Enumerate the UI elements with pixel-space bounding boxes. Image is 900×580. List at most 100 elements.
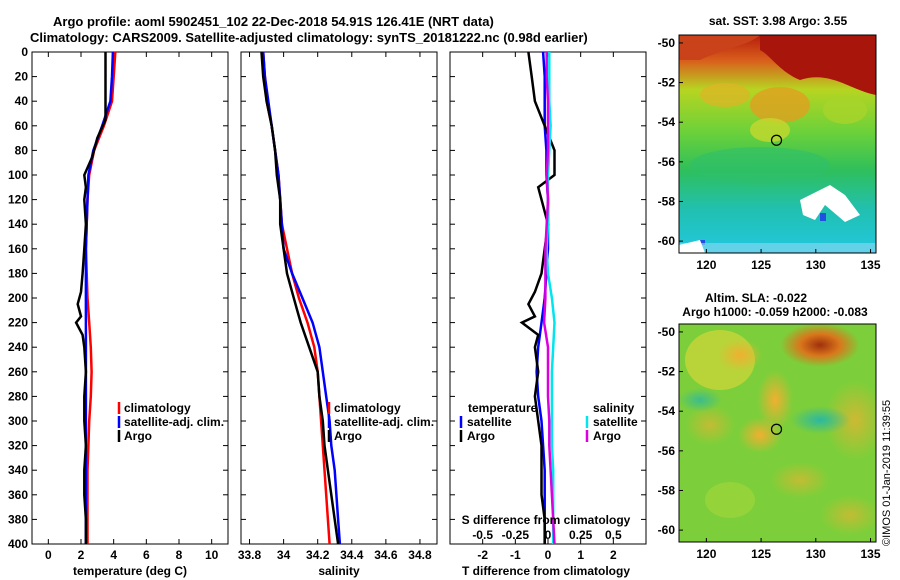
- difference-top-ticks: -0.5 -0.25 0 0.25 0.5: [472, 52, 622, 542]
- depth-tick-label: 40: [15, 94, 29, 108]
- map-x-tick-label: 130: [806, 258, 826, 272]
- sst-map-title: sat. SST: 3.98 Argo: 3.55: [709, 14, 848, 28]
- salinity-xlabel: salinity: [318, 564, 360, 578]
- map-y-tick-label: -52: [658, 76, 676, 90]
- series-line-argo: [74, 52, 107, 544]
- depth-tick-label: 0: [21, 45, 28, 59]
- map-y-tick-label: -58: [658, 483, 676, 497]
- x-tick-label: 34.2: [306, 548, 330, 562]
- series-line-climatology: [84, 51, 117, 544]
- x-tick-label: 2: [610, 548, 617, 562]
- temperature-legend-argo: Argo: [124, 429, 152, 443]
- x-tick-label: -1: [510, 548, 521, 562]
- x-tick-label: 0: [545, 548, 552, 562]
- depth-tick-label: 360: [8, 488, 28, 502]
- salinity-panel: 33.8 34 34.2 34.4 34.6 34.8 salinity climatol…: [238, 51, 438, 578]
- depth-tick-label: 140: [8, 217, 28, 231]
- depth-tick-label: 220: [8, 316, 28, 330]
- sst-argo-marker: [770, 134, 783, 146]
- salinity-depth-ticks: [241, 51, 437, 545]
- map-x-tick-label: 130: [806, 547, 826, 561]
- x-tick-label: 33.8: [238, 548, 262, 562]
- depth-tick-label: 180: [8, 266, 28, 280]
- sst-map-x-ticks: 120 125 130 135: [696, 249, 881, 272]
- imos-stamp: ©IMOS 01-Jan-2019 11:39:55: [881, 400, 893, 546]
- temperature-panel: 0204060801001201401601802002202402602803…: [8, 45, 229, 578]
- salinity-x-ticks: 33.8 34 34.2 34.4 34.6 34.8: [238, 52, 432, 562]
- header-line-1: Argo profile: aoml 5902451_102 22-Dec-20…: [53, 14, 494, 29]
- map-x-tick-label: 120: [696, 258, 716, 272]
- x-tick-label: 8: [176, 548, 183, 562]
- x-tick-label: 4: [110, 548, 117, 562]
- x-tick-label: 1: [577, 548, 584, 562]
- diff-legend-t-satellite: satellite: [467, 415, 512, 429]
- diff-legend-temperature-title: temperature: [468, 401, 538, 415]
- top-tick-label: 0.25: [569, 528, 593, 542]
- sla-map-panel: Altim. SLA: -0.022 Argo h1000: -0.059 h2…: [658, 291, 881, 561]
- map-x-tick-label: 135: [861, 258, 881, 272]
- diff-legend-salinity-title: salinity: [593, 401, 635, 415]
- map-y-tick-label: -60: [658, 234, 676, 248]
- sst-map-image: [679, 35, 876, 253]
- series-line-s-satellite: [545, 52, 556, 544]
- temperature-depth-ticks: 0 20 40 60 80 100 120 140 160 180 200 220 240 260 280 3…: [8, 45, 228, 551]
- x-tick-label: 34.8: [408, 548, 432, 562]
- depth-tick-label: 100: [8, 168, 28, 182]
- series-line-s-argo: [542, 52, 556, 545]
- top-tick-label: -0.25: [502, 528, 530, 542]
- depth-tick-label: 160: [8, 242, 28, 256]
- salinity-legend-climatology: climatology: [334, 401, 401, 415]
- x-tick-label: 10: [205, 548, 219, 562]
- sst-map-y-ticks: -50 -52 -54 -56 -58 -60: [658, 36, 683, 248]
- salinity-series: [260, 51, 342, 545]
- difference-series: [519, 51, 556, 545]
- difference-toplabel: S difference from climatology: [462, 513, 631, 527]
- map-y-tick-label: -50: [658, 325, 676, 339]
- sst-map-frame: [678, 34, 877, 254]
- map-y-tick-label: -54: [658, 404, 676, 418]
- difference-x-ticks: -2 -1 0 1 2: [477, 539, 617, 562]
- map-x-tick-label: 135: [861, 547, 881, 561]
- x-tick-label: 34: [277, 548, 291, 562]
- sla-map-x-ticks: 120 125 130 135: [696, 538, 881, 561]
- diff-legend-t-argo: Argo: [467, 429, 495, 443]
- salinity-legend-argo: Argo: [334, 429, 362, 443]
- map-y-tick-label: -56: [658, 155, 676, 169]
- difference-panel: -2 -1 0 1 2 -0.5 -0.25 0 0.25 0.5 T difference f…: [449, 51, 647, 578]
- sla-map-title: Altim. SLA: -0.022: [705, 291, 807, 305]
- depth-tick-label: 20: [15, 70, 29, 84]
- depth-tick-label: 280: [8, 389, 28, 403]
- series-line-t-argo: [519, 51, 556, 544]
- sla-argo-marker: [770, 423, 783, 435]
- diff-legend-s-argo: Argo: [593, 429, 621, 443]
- x-tick-label: -2: [477, 548, 488, 562]
- depth-tick-label: 240: [8, 340, 28, 354]
- temperature-series: [74, 51, 117, 544]
- depth-tick-label: 120: [8, 193, 28, 207]
- difference-depth-ticks: [450, 51, 646, 545]
- depth-tick-label: 80: [15, 143, 29, 157]
- difference-xlabel: T difference from climatology: [462, 564, 630, 578]
- x-tick-label: 2: [78, 548, 85, 562]
- map-y-tick-label: -52: [658, 365, 676, 379]
- map-y-tick-label: -50: [658, 36, 676, 50]
- temperature-x-ticks: 0 2 4 6 8 10: [45, 52, 219, 562]
- temperature-legend: climatology satellite-adj. clim. Argo: [117, 401, 224, 443]
- map-y-tick-label: -58: [658, 194, 676, 208]
- temperature-xlabel: temperature (deg C): [73, 564, 187, 578]
- depth-tick-label: 300: [8, 414, 28, 428]
- map-x-tick-label: 120: [696, 547, 716, 561]
- x-tick-label: 34.6: [374, 548, 398, 562]
- depth-tick-label: 380: [8, 512, 28, 526]
- map-y-tick-label: -54: [658, 115, 676, 129]
- depth-tick-label: 60: [15, 119, 29, 133]
- depth-tick-label: 320: [8, 439, 28, 453]
- map-x-tick-label: 125: [751, 547, 771, 561]
- sla-map-frame: [678, 323, 877, 543]
- map-y-tick-label: -56: [658, 444, 676, 458]
- salinity-legend: climatology satellite-adj. clim. Argo: [327, 401, 434, 443]
- sst-map-panel: sat. SST: 3.98 Argo: 3.55 120 125 130 135 -…: [658, 14, 881, 272]
- depth-tick-label: 200: [8, 291, 28, 305]
- map-y-tick-label: -60: [658, 523, 676, 537]
